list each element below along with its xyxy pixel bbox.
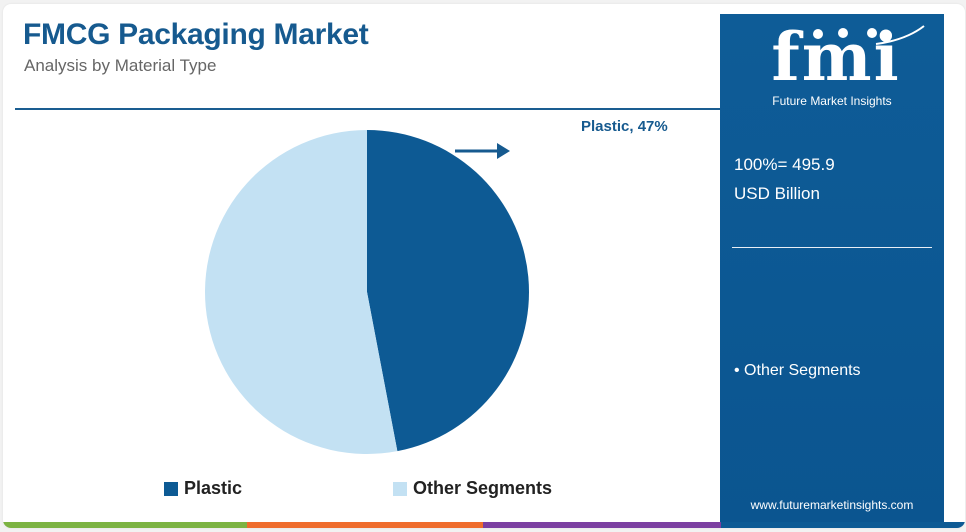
info-side-panel: fmi Future Market Insights 100%= 495.9 U… bbox=[720, 14, 944, 522]
chart-title: FMCG Packaging Market bbox=[23, 18, 369, 51]
logo-globe-icons bbox=[813, 25, 925, 45]
callout-arrow bbox=[455, 143, 510, 159]
market-total: 100%= 495.9 USD Billion bbox=[734, 150, 835, 208]
market-total-value: 100%= 495.9 bbox=[734, 155, 835, 174]
pie-slice-plastic bbox=[367, 130, 529, 452]
infographic-card: FMCG Packaging Market Analysis by Materi… bbox=[3, 4, 965, 528]
bottom-bar-segment bbox=[247, 522, 483, 528]
legend-label-other: Other Segments bbox=[413, 478, 553, 498]
bottom-color-bar bbox=[3, 522, 965, 528]
header-divider bbox=[15, 108, 721, 110]
legend-swatch-other bbox=[393, 481, 407, 496]
callout-label-plastic: Plastic, 47% bbox=[581, 118, 668, 135]
pie-chart bbox=[204, 130, 529, 454]
market-total-unit: USD Billion bbox=[734, 184, 820, 203]
panel-divider bbox=[732, 247, 932, 248]
chart-subtitle: Analysis by Material Type bbox=[24, 56, 217, 75]
logo-company-name: Future Market Insights bbox=[772, 94, 892, 108]
website-url: www.futuremarketinsights.com bbox=[750, 498, 914, 512]
legend-item-other: Other Segments bbox=[393, 478, 552, 499]
fmi-logo: fmi bbox=[771, 18, 901, 96]
bottom-bar-segment bbox=[721, 522, 965, 528]
legend-label-plastic: Plastic bbox=[184, 478, 243, 498]
legend-item-plastic: Plastic bbox=[164, 478, 242, 499]
panel-bullet-other-segments: • Other Segments bbox=[734, 362, 861, 379]
pie-slice-other-segments bbox=[204, 130, 398, 454]
legend-swatch-plastic bbox=[164, 481, 178, 496]
bottom-bar-segment bbox=[3, 522, 247, 528]
bottom-bar-segment bbox=[483, 522, 721, 528]
